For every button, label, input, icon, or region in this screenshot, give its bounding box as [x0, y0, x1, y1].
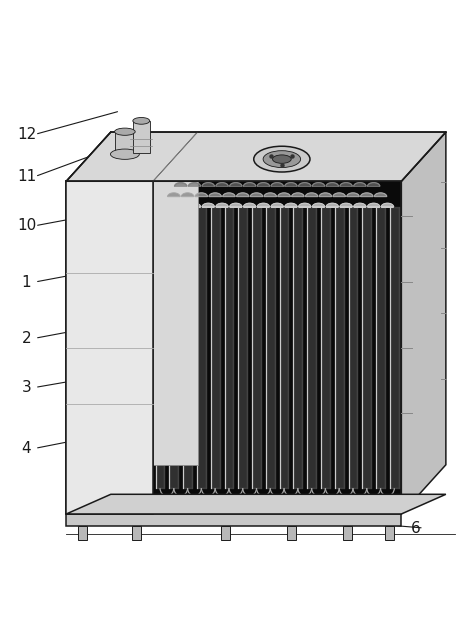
Ellipse shape — [273, 155, 291, 164]
Ellipse shape — [254, 146, 310, 172]
Polygon shape — [236, 173, 249, 176]
Polygon shape — [257, 203, 270, 207]
Text: 4: 4 — [22, 441, 31, 456]
Polygon shape — [230, 183, 242, 187]
Polygon shape — [287, 526, 296, 540]
Polygon shape — [353, 183, 366, 187]
Polygon shape — [251, 173, 263, 176]
Polygon shape — [66, 132, 446, 181]
Polygon shape — [340, 183, 352, 187]
Polygon shape — [111, 132, 197, 465]
Polygon shape — [66, 132, 111, 514]
Polygon shape — [221, 526, 230, 540]
Polygon shape — [174, 183, 187, 187]
Polygon shape — [223, 193, 235, 197]
Polygon shape — [66, 514, 401, 526]
Polygon shape — [161, 203, 173, 207]
Polygon shape — [298, 203, 311, 207]
Polygon shape — [264, 193, 276, 197]
Polygon shape — [223, 173, 235, 176]
Text: 11: 11 — [17, 169, 36, 184]
Polygon shape — [66, 495, 446, 514]
Polygon shape — [115, 132, 135, 154]
Polygon shape — [313, 183, 325, 187]
Polygon shape — [264, 173, 276, 176]
Polygon shape — [298, 183, 311, 187]
Polygon shape — [251, 193, 263, 197]
Polygon shape — [347, 193, 359, 197]
Polygon shape — [271, 183, 283, 187]
Polygon shape — [278, 193, 290, 197]
Polygon shape — [133, 121, 150, 153]
Polygon shape — [202, 203, 214, 207]
Polygon shape — [278, 173, 290, 176]
Polygon shape — [216, 203, 228, 207]
Polygon shape — [257, 183, 270, 187]
Polygon shape — [360, 193, 373, 197]
Polygon shape — [292, 173, 304, 176]
Polygon shape — [313, 203, 325, 207]
Polygon shape — [181, 173, 194, 176]
Polygon shape — [368, 183, 380, 187]
Polygon shape — [319, 173, 332, 176]
Text: 10: 10 — [17, 219, 36, 233]
Polygon shape — [326, 203, 338, 207]
Polygon shape — [216, 183, 228, 187]
Polygon shape — [401, 132, 446, 514]
Polygon shape — [368, 203, 380, 207]
Polygon shape — [188, 183, 201, 187]
Text: 12: 12 — [17, 127, 36, 142]
Polygon shape — [271, 203, 283, 207]
Polygon shape — [292, 193, 304, 197]
Polygon shape — [243, 203, 256, 207]
Polygon shape — [385, 526, 394, 540]
Text: 2: 2 — [22, 331, 31, 346]
Polygon shape — [153, 181, 401, 514]
Polygon shape — [333, 193, 345, 197]
Text: 6: 6 — [410, 521, 420, 535]
Polygon shape — [285, 203, 297, 207]
Polygon shape — [347, 173, 359, 176]
Polygon shape — [326, 183, 338, 187]
Polygon shape — [343, 526, 352, 540]
Polygon shape — [340, 203, 352, 207]
Polygon shape — [236, 193, 249, 197]
Polygon shape — [132, 526, 141, 540]
Ellipse shape — [263, 151, 301, 167]
Polygon shape — [306, 173, 318, 176]
Ellipse shape — [115, 128, 135, 135]
Polygon shape — [230, 203, 242, 207]
Polygon shape — [306, 193, 318, 197]
Text: 3: 3 — [22, 380, 31, 395]
Ellipse shape — [133, 118, 150, 124]
Polygon shape — [202, 183, 214, 187]
Polygon shape — [174, 203, 187, 207]
Polygon shape — [66, 181, 153, 514]
Ellipse shape — [110, 149, 139, 159]
Polygon shape — [353, 203, 366, 207]
Polygon shape — [209, 173, 221, 176]
Polygon shape — [78, 526, 87, 540]
Polygon shape — [319, 193, 332, 197]
Polygon shape — [333, 173, 345, 176]
Polygon shape — [360, 173, 373, 176]
Polygon shape — [66, 181, 153, 514]
Polygon shape — [188, 203, 201, 207]
Polygon shape — [168, 193, 180, 197]
Polygon shape — [195, 173, 208, 176]
Polygon shape — [243, 183, 256, 187]
Polygon shape — [374, 193, 387, 197]
Polygon shape — [209, 193, 221, 197]
Polygon shape — [381, 203, 394, 207]
Polygon shape — [181, 193, 194, 197]
Polygon shape — [195, 193, 208, 197]
Text: 1: 1 — [22, 275, 31, 289]
Polygon shape — [285, 183, 297, 187]
